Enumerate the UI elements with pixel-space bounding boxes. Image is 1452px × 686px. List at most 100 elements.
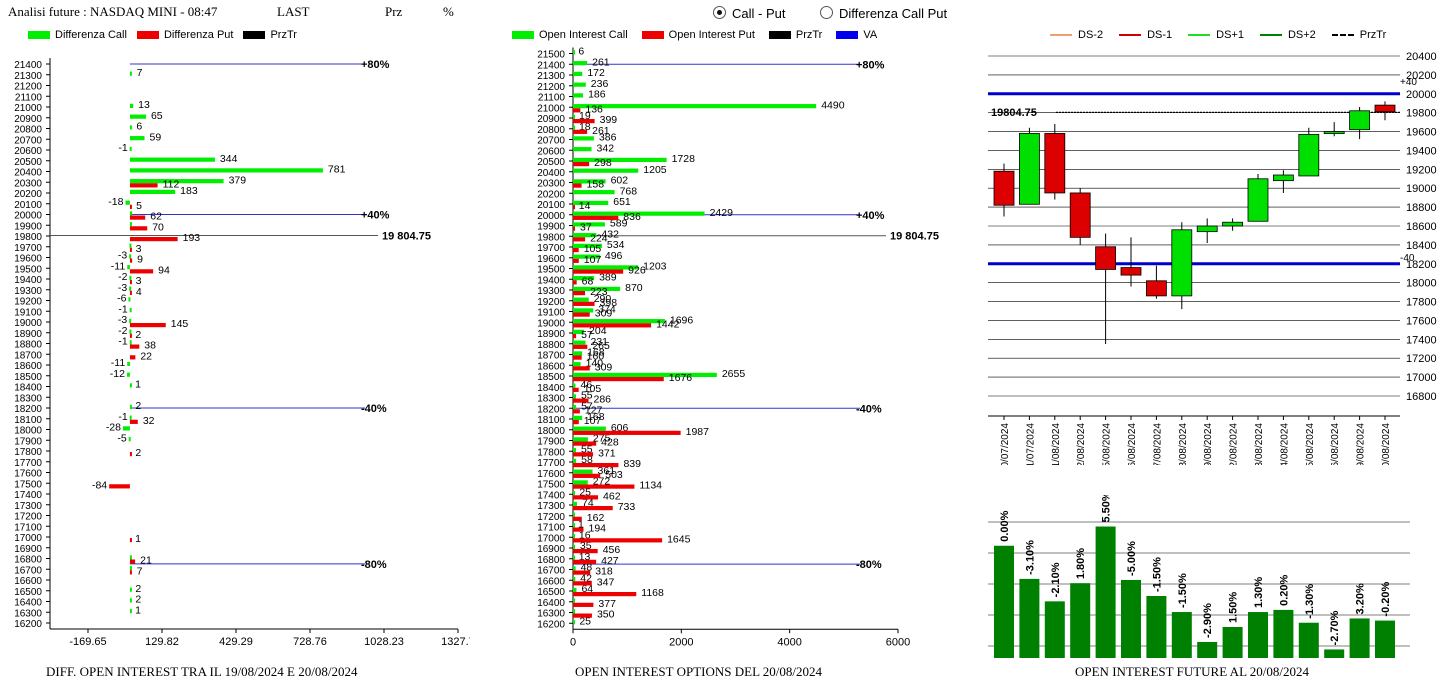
call-value-label: 25 bbox=[579, 615, 591, 627]
put-bar bbox=[573, 226, 576, 231]
y-tick-label: 18500 bbox=[537, 372, 565, 383]
prz-label: Prz bbox=[385, 4, 403, 19]
y-tick-label: 20400 bbox=[537, 168, 565, 179]
candle-up bbox=[1272, 174, 1294, 182]
y-tick-label: 16800 bbox=[537, 555, 565, 566]
call-bar bbox=[573, 544, 575, 549]
radio-differenza-call-put[interactable]: Differenza Call Put bbox=[820, 6, 947, 21]
oi-bar bbox=[1146, 596, 1167, 658]
call-value-label: 1205 bbox=[643, 164, 667, 176]
put-bar bbox=[573, 549, 598, 554]
y-tick-label: 17900 bbox=[537, 437, 565, 448]
call-value-label: -2 bbox=[118, 271, 127, 283]
x-tick-label: 06/08/2024 bbox=[1127, 423, 1138, 465]
y-tick-label: 19000 bbox=[1406, 183, 1437, 195]
candle-down bbox=[993, 170, 1015, 206]
x-tick-label: 429.29 bbox=[219, 636, 253, 648]
call-bar bbox=[573, 512, 575, 517]
y-tick-label: 17800 bbox=[537, 447, 565, 458]
diff-open-interest-chart: 2140021300212002110021000209002080020700… bbox=[14, 58, 470, 648]
call-value-label: 1203 bbox=[643, 261, 667, 273]
call-bar bbox=[129, 168, 323, 173]
put-value-label: 21 bbox=[140, 555, 152, 567]
legend-swatch-va bbox=[836, 31, 859, 39]
legend-mid: Open Interest Call Open Interest Put Prz… bbox=[512, 29, 877, 41]
y-tick-label: 16300 bbox=[537, 609, 565, 620]
y-tick-label: 20000 bbox=[1406, 89, 1437, 101]
y-tick-label: 20100 bbox=[14, 200, 42, 211]
put-bar bbox=[573, 334, 577, 339]
y-tick-label: 20900 bbox=[14, 114, 42, 125]
y-tick-label: 18900 bbox=[14, 329, 42, 340]
candle-up bbox=[1222, 221, 1244, 227]
y-tick-label: 19000 bbox=[14, 318, 42, 329]
call-value-label: 870 bbox=[625, 282, 643, 294]
x-tick-label: 08/08/2024 bbox=[1178, 423, 1189, 465]
put-value-label: 14 bbox=[579, 200, 591, 212]
call-bar bbox=[129, 566, 132, 571]
y-tick-label: 18700 bbox=[537, 351, 565, 362]
y-tick-label: 18300 bbox=[14, 393, 42, 404]
call-value-label: 25 bbox=[579, 486, 591, 498]
call-bar bbox=[129, 222, 132, 227]
prztr-label: 19804.75 bbox=[991, 107, 1037, 119]
future-candlestick-chart: 20400 20200 20000 19800 19600 19400 19200 19000… bbox=[988, 51, 1437, 465]
x-tick-label: 0 bbox=[570, 636, 576, 648]
call-bar bbox=[573, 383, 576, 388]
y-tick-label: 17300 bbox=[14, 501, 42, 512]
put-value-label: 7 bbox=[137, 565, 143, 577]
call-bar bbox=[129, 254, 132, 259]
call-bar bbox=[129, 146, 132, 151]
put-bar bbox=[573, 398, 589, 403]
y-tick-label: 17700 bbox=[537, 458, 565, 469]
y-tick-label: 18700 bbox=[14, 350, 42, 361]
oi-pct-label: 5.50% bbox=[1101, 495, 1113, 523]
put-bar bbox=[573, 387, 579, 392]
candle-up bbox=[1349, 110, 1371, 131]
put-value-label: 223 bbox=[590, 286, 608, 298]
y-tick-label: 16900 bbox=[14, 544, 42, 555]
footer-right: OPEN INTEREST FUTURE AL 20/08/2024 bbox=[1075, 664, 1310, 679]
call-value-label: 275 bbox=[593, 433, 611, 445]
call-bar bbox=[573, 598, 575, 603]
oi-pct-label: -5.00% bbox=[1126, 541, 1138, 576]
y-tick-label: 16400 bbox=[14, 598, 42, 609]
call-value-label: 172 bbox=[587, 67, 605, 79]
call-value-label: -1 bbox=[118, 336, 127, 348]
put-value-label: 5 bbox=[136, 200, 142, 212]
put-value-label: 399 bbox=[600, 114, 618, 126]
y-tick-label: 19000 bbox=[537, 318, 565, 329]
put-value-label: 3 bbox=[136, 275, 142, 287]
level-label: -80% bbox=[361, 559, 387, 571]
y-tick-label: 19600 bbox=[14, 254, 42, 265]
radio-indicator bbox=[713, 6, 726, 19]
call-bar bbox=[127, 361, 130, 366]
call-value-label: 651 bbox=[613, 196, 631, 208]
call-value-label: 183 bbox=[180, 185, 198, 197]
oi-pct-label: 3.20% bbox=[1355, 583, 1367, 614]
call-bar bbox=[573, 222, 605, 227]
y-tick-label: 19400 bbox=[537, 275, 565, 286]
footer-left: DIFF. OPEN INTEREST TRA IL 19/08/2024 E … bbox=[46, 664, 358, 679]
put-bar bbox=[573, 129, 588, 134]
y-tick-label: 19600 bbox=[537, 254, 565, 265]
y-tick-label: 18900 bbox=[537, 329, 565, 340]
call-value-label: 1696 bbox=[670, 314, 694, 326]
y-tick-label: 20000 bbox=[14, 211, 42, 222]
oi-pct-label: 0.00% bbox=[999, 510, 1011, 541]
legend-swatch-prztr bbox=[243, 31, 266, 39]
oi-pct-label: -3.10% bbox=[1024, 540, 1036, 575]
y-tick-label: 18200 bbox=[537, 404, 565, 415]
put-bar bbox=[573, 205, 575, 210]
y-tick-label: 18600 bbox=[1406, 221, 1437, 233]
call-bar bbox=[129, 243, 132, 248]
put-value-label: 371 bbox=[598, 447, 616, 459]
y-tick-label: 19100 bbox=[537, 308, 565, 319]
put-value-label: 298 bbox=[594, 157, 612, 169]
call-value-label: 58 bbox=[581, 454, 593, 466]
put-value-label: 350 bbox=[597, 609, 615, 621]
call-value-label: -18 bbox=[108, 196, 123, 208]
put-value-label: 2 bbox=[135, 329, 141, 341]
call-bar bbox=[123, 426, 130, 431]
radio-call-put[interactable]: Call - Put bbox=[713, 6, 785, 21]
